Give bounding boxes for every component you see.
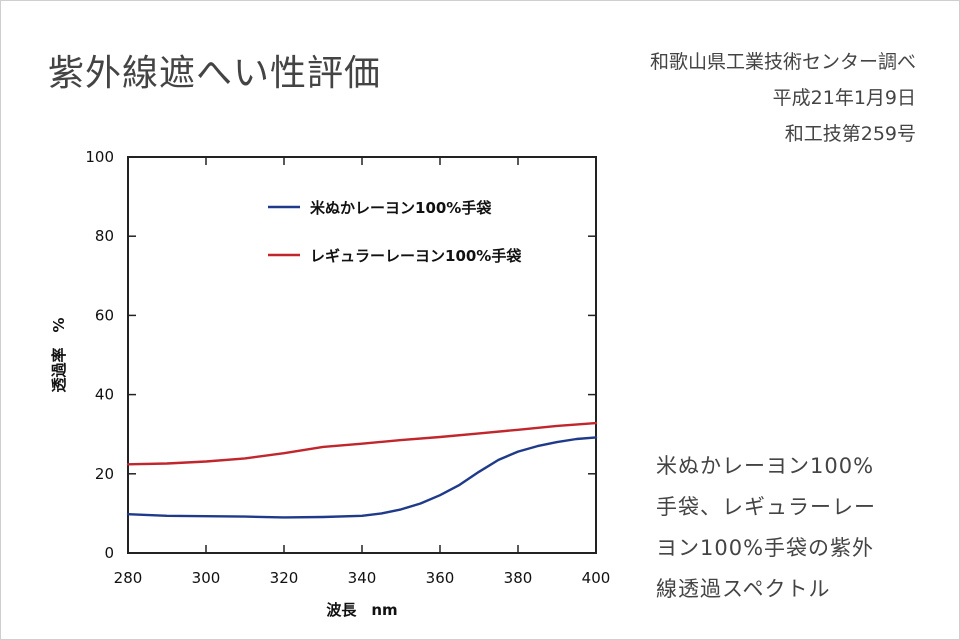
y-tick-label: 0 [104, 544, 114, 562]
source-date: 平成21年1月9日 [772, 87, 916, 109]
x-tick-label: 400 [582, 569, 611, 587]
chart-caption: 米ぬかレーヨン100% 手袋、レギュラーレー ヨン100%手袋の紫外 線透過スペ… [656, 446, 926, 610]
y-axis-label: 透過率 % [50, 317, 68, 392]
x-tick-label: 380 [504, 569, 533, 587]
y-tick-label: 20 [95, 465, 114, 483]
source-info: 和歌山県工業技術センター調べ 平成21年1月9日 和工技第259号 [650, 44, 916, 152]
y-tick-label: 80 [95, 227, 114, 245]
y-tick-label: 100 [85, 148, 114, 166]
legend-label: レギュラーレーヨン100%手袋 [310, 247, 522, 265]
source-organization: 和歌山県工業技術センター調べ [649, 51, 916, 73]
x-axis-label: 波長 nm [326, 601, 397, 619]
caption-line: ヨン100%手袋の紫外 [656, 536, 875, 560]
page-title: 紫外線遮へい性評価 [48, 53, 382, 94]
x-tick-label: 340 [348, 569, 377, 587]
legend-label: 米ぬかレーヨン100%手袋 [310, 199, 492, 217]
x-tick-label: 360 [426, 569, 455, 587]
y-tick-label: 60 [95, 306, 114, 324]
plot-frame [127, 156, 597, 554]
caption-line: 線透過スペクトル [656, 577, 831, 601]
x-tick-label: 320 [270, 569, 299, 587]
x-tick-label: 280 [114, 569, 143, 587]
caption-line: 米ぬかレーヨン100% [656, 454, 875, 478]
y-tick-label: 40 [95, 386, 114, 404]
x-tick-label: 300 [192, 569, 221, 587]
source-report-number: 和工技第259号 [784, 123, 916, 145]
caption-line: 手袋、レギュラーレー [656, 495, 876, 519]
